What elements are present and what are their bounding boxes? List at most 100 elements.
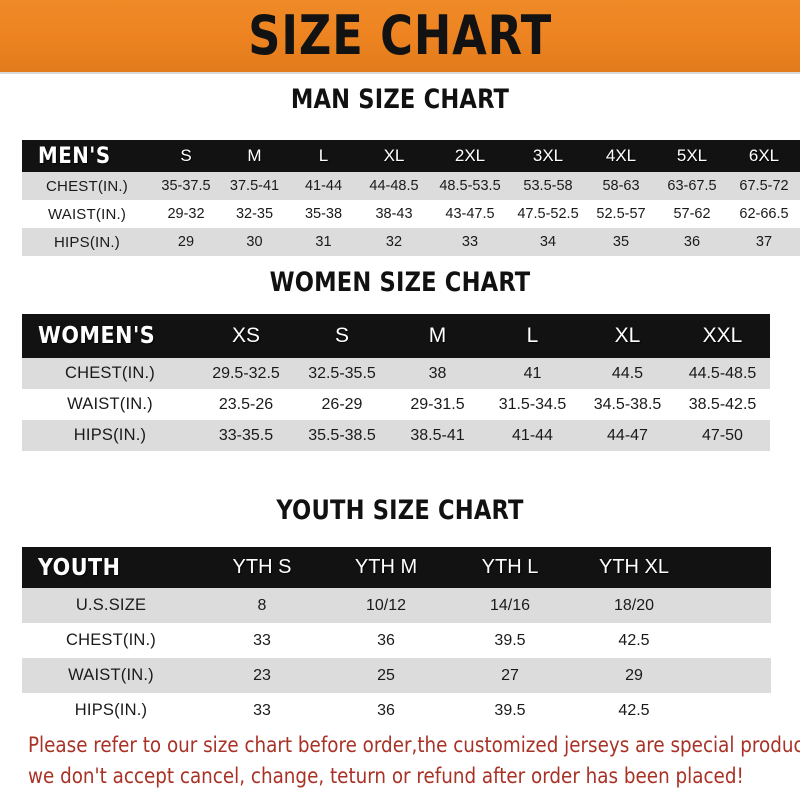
cell: 63-67.5 <box>656 172 728 200</box>
men-header-row: MEN'S S M L XL 2XL 3XL 4XL 5XL 6XL <box>22 140 800 172</box>
cell: 34.5-38.5 <box>580 389 675 420</box>
women-corner-label: WOMEN'S <box>22 314 198 358</box>
cell: 53.5-58 <box>510 172 586 200</box>
row-label: HIPS(IN.) <box>22 228 152 256</box>
cell: 29 <box>152 228 220 256</box>
youth-size-header: YTH XL <box>572 547 696 588</box>
cell: 35-38 <box>289 200 358 228</box>
cell: 38 <box>390 358 485 389</box>
cell: 32 <box>358 228 430 256</box>
cell: 44-47 <box>580 420 675 451</box>
women-size-header: L <box>485 314 580 358</box>
cell: 32-35 <box>220 200 289 228</box>
cell: 8 <box>200 588 324 623</box>
youth-size-header: YTH S <box>200 547 324 588</box>
women-size-header: M <box>390 314 485 358</box>
cell: 36 <box>656 228 728 256</box>
table-row: CHEST(IN.) 29.5-32.5 32.5-35.5 38 41 44.… <box>22 358 770 389</box>
cell: 31 <box>289 228 358 256</box>
cell: 32.5-35.5 <box>294 358 390 389</box>
cell: 33 <box>200 623 324 658</box>
cell: 41 <box>485 358 580 389</box>
row-label: WAIST(IN.) <box>22 658 200 693</box>
cell: 37.5-41 <box>220 172 289 200</box>
cell: 30 <box>220 228 289 256</box>
women-size-header: S <box>294 314 390 358</box>
cell-spacer <box>696 693 771 728</box>
women-size-header: XS <box>198 314 294 358</box>
cell: 35-37.5 <box>152 172 220 200</box>
cell: 31.5-34.5 <box>485 389 580 420</box>
men-size-header: 3XL <box>510 140 586 172</box>
men-size-header: 6XL <box>728 140 800 172</box>
table-row: HIPS(IN.) 33-35.5 35.5-38.5 38.5-41 41-4… <box>22 420 770 451</box>
cell: 18/20 <box>572 588 696 623</box>
cell: 67.5-72 <box>728 172 800 200</box>
men-size-header: M <box>220 140 289 172</box>
cell: 39.5 <box>448 693 572 728</box>
table-row: U.S.SIZE 8 10/12 14/16 18/20 <box>22 588 771 623</box>
cell: 41-44 <box>485 420 580 451</box>
youth-section-title: YOUTH SIZE CHART <box>276 495 524 526</box>
cell: 62-66.5 <box>728 200 800 228</box>
men-size-header: XL <box>358 140 430 172</box>
row-label: WAIST(IN.) <box>22 200 152 228</box>
cell: 44.5 <box>580 358 675 389</box>
cell: 33 <box>200 693 324 728</box>
table-row: CHEST(IN.) 35-37.5 37.5-41 41-44 44-48.5… <box>22 172 800 200</box>
table-row: WAIST(IN.) 23.5-26 26-29 29-31.5 31.5-34… <box>22 389 770 420</box>
cell: 36 <box>324 693 448 728</box>
cell-spacer <box>696 658 771 693</box>
men-section-title: MAN SIZE CHART <box>290 84 510 115</box>
youth-header-spacer <box>696 547 771 588</box>
page-title: SIZE CHART <box>247 4 552 67</box>
cell: 38.5-42.5 <box>675 389 770 420</box>
cell: 29-32 <box>152 200 220 228</box>
cell: 35.5-38.5 <box>294 420 390 451</box>
cell: 25 <box>324 658 448 693</box>
cell: 52.5-57 <box>586 200 656 228</box>
order-disclaimer: Please refer to our size chart before or… <box>28 730 800 792</box>
men-size-header: L <box>289 140 358 172</box>
cell: 43-47.5 <box>430 200 510 228</box>
row-label: U.S.SIZE <box>22 588 200 623</box>
men-corner-label: MEN'S <box>22 140 152 172</box>
women-size-header: XL <box>580 314 675 358</box>
cell: 23 <box>200 658 324 693</box>
table-row: HIPS(IN.) 33 36 39.5 42.5 <box>22 693 771 728</box>
cell: 27 <box>448 658 572 693</box>
men-size-header: 5XL <box>656 140 728 172</box>
table-row: CHEST(IN.) 33 36 39.5 42.5 <box>22 623 771 658</box>
table-row: WAIST(IN.) 29-32 32-35 35-38 38-43 43-47… <box>22 200 800 228</box>
cell: 39.5 <box>448 623 572 658</box>
cell: 23.5-26 <box>198 389 294 420</box>
cell: 14/16 <box>448 588 572 623</box>
cell: 38-43 <box>358 200 430 228</box>
cell: 47.5-52.5 <box>510 200 586 228</box>
youth-size-header: YTH L <box>448 547 572 588</box>
cell: 29.5-32.5 <box>198 358 294 389</box>
table-row: WAIST(IN.) 23 25 27 29 <box>22 658 771 693</box>
cell-spacer <box>696 588 771 623</box>
row-label: CHEST(IN.) <box>22 358 198 389</box>
cell: 29 <box>572 658 696 693</box>
row-label: HIPS(IN.) <box>22 693 200 728</box>
women-header-row: WOMEN'S XS S M L XL XXL <box>22 314 770 358</box>
youth-size-table: YOUTH YTH S YTH M YTH L YTH XL U.S.SIZE … <box>22 547 771 728</box>
cell: 58-63 <box>586 172 656 200</box>
cell-spacer <box>696 623 771 658</box>
cell: 57-62 <box>656 200 728 228</box>
men-size-header: 4XL <box>586 140 656 172</box>
men-size-header: 2XL <box>430 140 510 172</box>
disclaimer-line-2: we don't accept cancel, change, teturn o… <box>28 764 744 788</box>
men-size-table: MEN'S S M L XL 2XL 3XL 4XL 5XL 6XL CHEST… <box>22 140 800 256</box>
women-size-table: WOMEN'S XS S M L XL XXL CHEST(IN.) 29.5-… <box>22 314 770 451</box>
cell: 47-50 <box>675 420 770 451</box>
cell: 44-48.5 <box>358 172 430 200</box>
cell: 36 <box>324 623 448 658</box>
cell: 29-31.5 <box>390 389 485 420</box>
row-label: CHEST(IN.) <box>22 623 200 658</box>
youth-corner-label: YOUTH <box>22 547 200 588</box>
disclaimer-line-1: Please refer to our size chart before or… <box>28 733 800 757</box>
